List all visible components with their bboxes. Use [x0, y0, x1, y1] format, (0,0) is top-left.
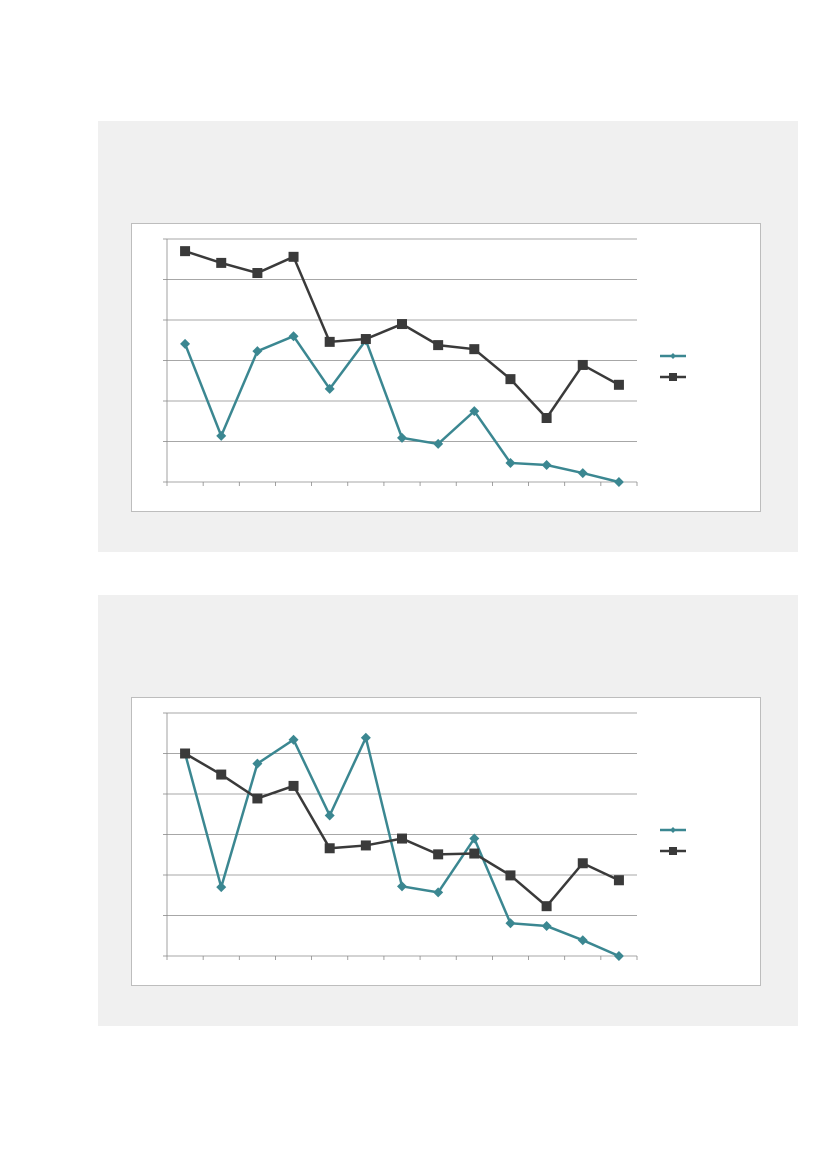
data-point [613, 951, 624, 961]
data-point [505, 918, 516, 929]
data-point [324, 383, 335, 394]
data-point [469, 344, 480, 355]
data-point [577, 359, 588, 370]
data-point [577, 935, 588, 946]
data-point [541, 921, 552, 932]
legend-marker [669, 847, 677, 855]
data-point [613, 875, 624, 886]
legend-marker [670, 827, 676, 833]
data-point [469, 848, 480, 859]
chart-frame [131, 223, 761, 512]
data-point [252, 346, 263, 357]
data-point [216, 882, 227, 893]
data-point [397, 432, 407, 443]
data-point [433, 438, 444, 449]
data-point [288, 331, 299, 342]
data-point [324, 336, 335, 347]
data-point [397, 833, 407, 844]
data-point [288, 780, 299, 791]
data-point [397, 319, 407, 330]
data-point [541, 413, 552, 424]
data-point [469, 406, 480, 417]
data-point [360, 334, 371, 345]
data-point [324, 810, 335, 821]
data-point [180, 338, 191, 349]
legend-marker [670, 353, 676, 359]
data-point [360, 840, 371, 851]
data-point [252, 268, 263, 279]
data-point [288, 734, 299, 745]
data-point [541, 901, 552, 912]
data-point [505, 374, 516, 385]
data-point [216, 769, 227, 780]
data-point [433, 849, 444, 860]
data-point [505, 870, 516, 881]
data-point [577, 858, 588, 869]
data-point [433, 340, 444, 351]
data-point [541, 459, 552, 470]
data-point [469, 833, 480, 844]
data-point [288, 251, 299, 262]
data-point [180, 246, 191, 257]
data-point [252, 758, 263, 769]
data-point [252, 793, 263, 804]
data-point [397, 881, 407, 892]
data-point [360, 732, 371, 743]
data-point [577, 468, 588, 479]
chart-frame [131, 697, 761, 986]
data-point [180, 748, 191, 759]
data-point [505, 457, 516, 468]
data-point [613, 477, 624, 487]
data-point [216, 430, 227, 441]
data-point [216, 257, 227, 268]
legend-marker [669, 373, 677, 381]
data-point [433, 887, 444, 898]
data-point [324, 843, 335, 854]
data-point [613, 379, 624, 390]
